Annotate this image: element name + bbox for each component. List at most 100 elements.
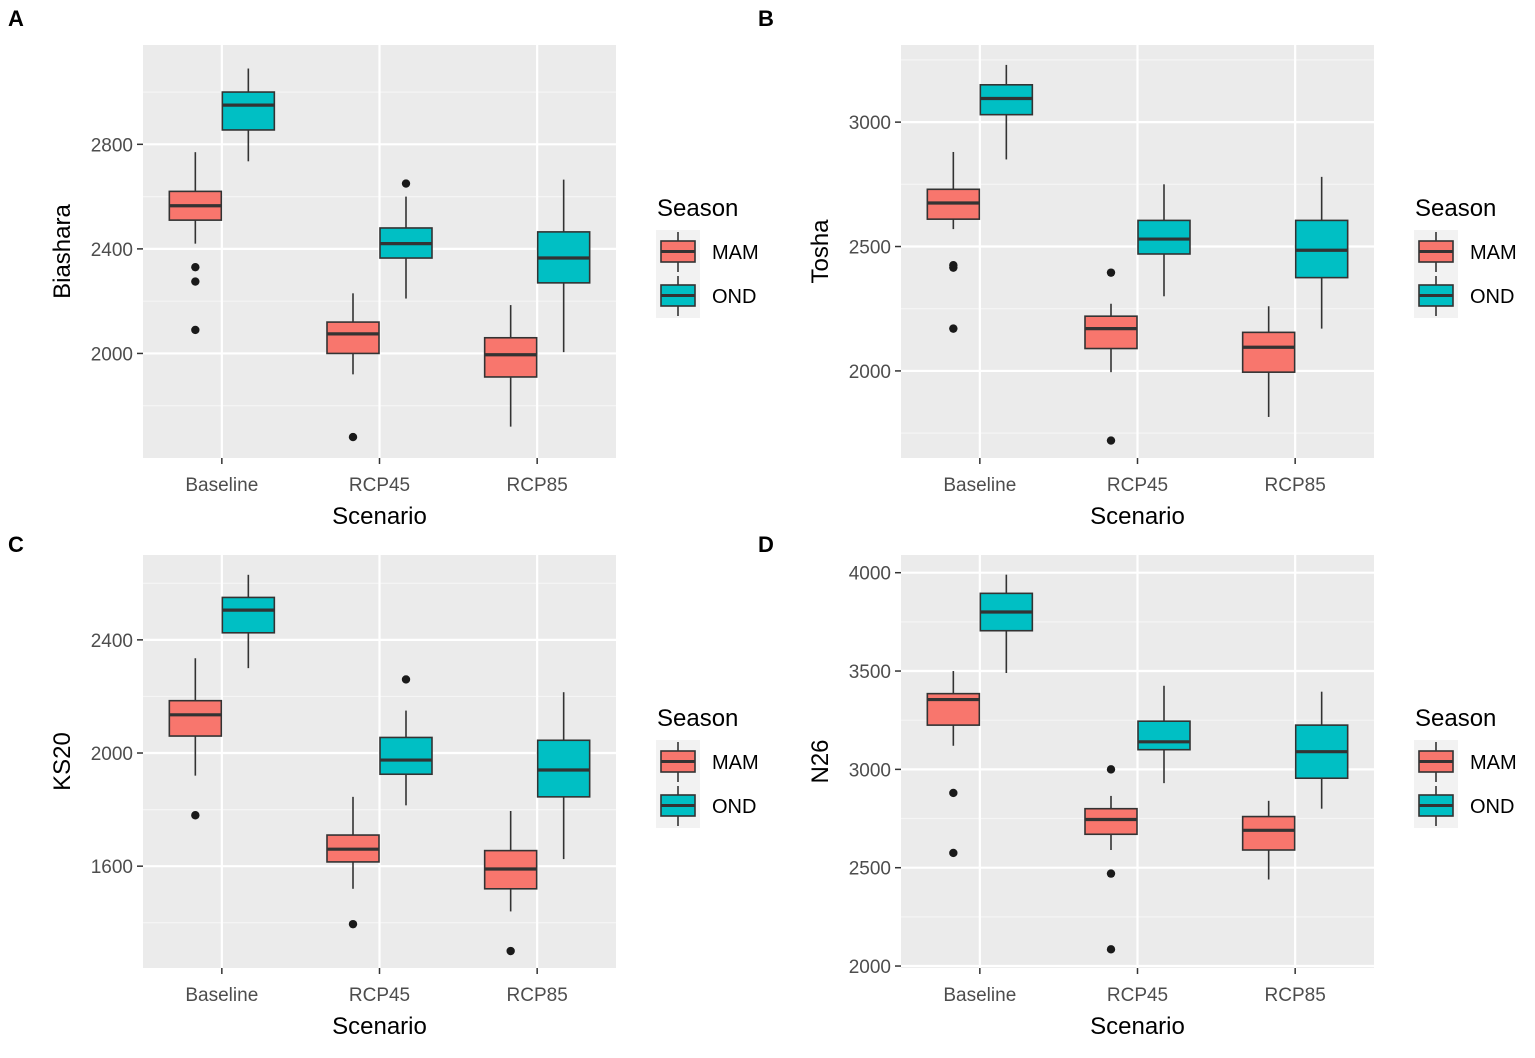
outlier-point — [1106, 945, 1116, 954]
legend-label: MAM — [712, 752, 759, 774]
box-ond-baseline — [979, 574, 1034, 673]
legend-label: OND — [1470, 796, 1514, 818]
box-ond-rcp45 — [1137, 685, 1191, 784]
box-iqr — [379, 736, 433, 776]
legend-key-ond: OND — [1414, 274, 1514, 318]
outlier-point — [191, 811, 200, 820]
outlier-point — [348, 919, 358, 929]
y-axis-title: KS20 — [49, 732, 76, 791]
box-iqr — [483, 336, 538, 378]
box-ond-rcp45 — [379, 675, 433, 806]
legend-label: OND — [712, 796, 756, 818]
x-tick-label: Baseline — [943, 475, 1016, 496]
legend-key-mam: MAM — [656, 740, 759, 784]
x-axis-title: Scenario — [332, 503, 427, 530]
box-mam-rcp85 — [483, 811, 538, 956]
y-axis-title: Tosha — [807, 219, 834, 284]
y-tick-label: 2800 — [91, 135, 133, 156]
outlier-point — [1106, 436, 1116, 445]
legend: Season MAM OND — [656, 705, 759, 828]
box-mam-rcp45 — [326, 293, 380, 442]
y-tick-label: 3000 — [849, 760, 891, 781]
box-mam-baseline — [168, 658, 223, 820]
outlier-point — [1106, 765, 1116, 774]
box-iqr — [1241, 815, 1296, 851]
box-mam-rcp45 — [1084, 765, 1138, 954]
legend-label: OND — [712, 286, 756, 308]
box-mam-rcp85 — [1241, 800, 1296, 880]
legend-key-mam: MAM — [656, 230, 759, 274]
legend-key-ond: OND — [656, 784, 756, 828]
x-tick-label: Baseline — [943, 985, 1016, 1006]
outlier-point — [191, 325, 200, 335]
panel-label: B — [758, 6, 774, 31]
legend-label: MAM — [1470, 242, 1517, 264]
box-ond-rcp85 — [536, 179, 591, 353]
x-tick-label: RCP45 — [349, 475, 410, 496]
outlier-point — [949, 263, 958, 272]
x-tick-label: RCP45 — [349, 985, 410, 1006]
box-mam-rcp85 — [483, 305, 538, 427]
panel-C: C 1600 2000 2400 Baseline RCP45 RCP85 Scenario K… — [8, 532, 759, 1040]
legend-label: MAM — [1470, 752, 1517, 774]
legend-label: MAM — [712, 242, 759, 264]
x-tick-label: Baseline — [185, 475, 258, 496]
box-mam-baseline — [926, 671, 981, 858]
box-iqr — [1084, 315, 1138, 350]
legend-title: Season — [657, 195, 738, 222]
box-ond-baseline — [979, 64, 1034, 160]
legend-title: Season — [1415, 195, 1496, 222]
y-tick-label: 2400 — [91, 631, 133, 652]
y-tick-label: 3500 — [849, 662, 891, 683]
box-ond-baseline — [221, 574, 276, 669]
box-ond-rcp85 — [536, 692, 591, 860]
y-axis-title: N26 — [807, 739, 834, 783]
panel-D: D 2000 2500 3000 3500 4000 Baseline RCP45 RCP85 S… — [758, 532, 1517, 1040]
box-iqr — [326, 321, 380, 355]
box-iqr — [1084, 807, 1138, 836]
x-axis-title: Scenario — [1090, 1013, 1185, 1040]
y-axis-title: Biashara — [49, 203, 76, 298]
legend-title: Season — [1415, 705, 1496, 732]
y-tick-label: 2000 — [849, 957, 891, 978]
box-ond-baseline — [221, 68, 276, 162]
box-mam-rcp45 — [326, 796, 380, 929]
y-tick-label: 1600 — [91, 857, 133, 878]
legend-key-ond: OND — [656, 274, 756, 318]
legend-label: OND — [1470, 286, 1514, 308]
y-tick-label: 3000 — [849, 113, 891, 134]
box-ond-rcp45 — [379, 179, 433, 299]
y-tick-label: 2500 — [849, 238, 891, 259]
box-mam-rcp85 — [1241, 306, 1296, 417]
box-mam-baseline — [168, 152, 223, 335]
y-tick-label: 2500 — [849, 859, 891, 880]
outlier-point — [401, 179, 411, 188]
outlier-point — [949, 848, 958, 858]
outlier-point — [348, 432, 358, 442]
outlier-point — [1106, 268, 1116, 277]
panel-label: D — [758, 532, 774, 557]
legend-key-mam: MAM — [1414, 740, 1517, 784]
x-tick-label: RCP85 — [507, 985, 568, 1006]
legend: Season MAM OND — [1414, 705, 1517, 828]
x-tick-label: RCP85 — [1265, 475, 1326, 496]
outlier-point — [506, 946, 515, 956]
box-mam-baseline — [926, 151, 981, 333]
box-iqr — [168, 699, 223, 737]
x-tick-label: RCP45 — [1107, 985, 1168, 1006]
legend-key-mam: MAM — [1414, 230, 1517, 274]
outlier-point — [191, 262, 200, 272]
x-axis-title: Scenario — [332, 1013, 427, 1040]
x-tick-label: RCP85 — [507, 475, 568, 496]
box-mam-rcp45 — [1084, 268, 1138, 445]
box-ond-rcp85 — [1294, 176, 1349, 329]
y-tick-label: 2400 — [91, 240, 133, 261]
x-tick-label: RCP85 — [1265, 985, 1326, 1006]
box-iqr — [221, 596, 276, 634]
panel-label: C — [8, 532, 24, 557]
outlier-point — [949, 788, 958, 798]
y-tick-label: 4000 — [849, 564, 891, 585]
y-tick-label: 2000 — [91, 744, 133, 765]
outlier-point — [191, 277, 200, 286]
